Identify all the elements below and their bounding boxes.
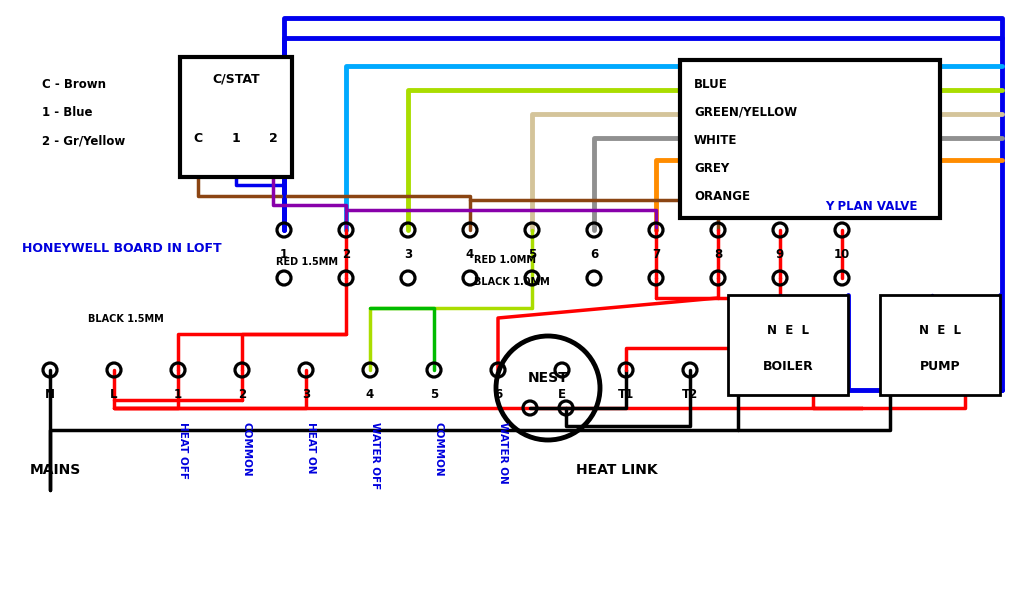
Text: BLACK 1.5MM: BLACK 1.5MM [89,314,164,324]
Text: N  E  L: N E L [767,323,809,337]
Text: WATER OFF: WATER OFF [370,422,380,489]
Text: GREY: GREY [694,162,730,174]
Text: 5: 5 [528,248,536,260]
Text: RED 1.5MM: RED 1.5MM [276,257,338,267]
Text: NEST: NEST [528,371,569,385]
Text: PUMP: PUMP [920,361,960,373]
Text: GREEN/YELLOW: GREEN/YELLOW [694,106,797,118]
Text: 6: 6 [590,248,598,260]
Text: 2: 2 [269,132,277,145]
Text: E: E [558,388,566,400]
Text: 7: 7 [652,248,660,260]
Text: 9: 9 [775,248,785,260]
Text: L: L [110,388,118,400]
Bar [880,295,1000,395]
Text: T1: T1 [618,388,634,400]
Text: 4: 4 [366,388,374,400]
Text: WATER ON: WATER ON [498,422,508,484]
Text: 1 - Blue: 1 - Blue [42,106,93,120]
Text: 1: 1 [231,132,240,145]
Text: 2: 2 [238,388,246,400]
Text: 4: 4 [466,248,474,260]
Text: HEAT ON: HEAT ON [306,422,316,474]
Text: WHITE: WHITE [694,133,738,147]
Text: ORANGE: ORANGE [694,189,750,203]
Text: BLACK 1.0MM: BLACK 1.0MM [474,277,549,287]
Text: 8: 8 [714,248,722,260]
Text: 3: 3 [302,388,310,400]
Text: 3: 3 [404,248,412,260]
Text: HEAT LINK: HEAT LINK [576,463,657,477]
Text: HEAT OFF: HEAT OFF [178,422,187,479]
Text: BLUE: BLUE [694,78,728,91]
Text: BOILER: BOILER [762,361,813,373]
Text: C: C [194,132,203,145]
Text: C/STAT: C/STAT [212,73,260,85]
Text: Y PLAN VALVE: Y PLAN VALVE [825,201,917,213]
Text: 10: 10 [834,248,850,260]
Bar [728,295,848,395]
Text: 1: 1 [280,248,288,260]
Text: 1: 1 [174,388,182,400]
Text: COMMON: COMMON [242,422,252,477]
Text: 6: 6 [494,388,502,400]
Bar [680,60,940,218]
Text: MAINS: MAINS [30,463,82,477]
Text: N  E  L: N E L [919,323,961,337]
Text: 5: 5 [430,388,438,400]
Text: COMMON: COMMON [434,422,444,477]
Bar [180,57,292,177]
Text: 2 - Gr/Yellow: 2 - Gr/Yellow [42,135,125,147]
Text: C - Brown: C - Brown [42,79,106,91]
Text: T2: T2 [682,388,698,400]
Text: 2: 2 [342,248,351,260]
Text: N: N [45,388,55,400]
Text: RED 1.0MM: RED 1.0MM [474,255,536,265]
Text: HONEYWELL BOARD IN LOFT: HONEYWELL BOARD IN LOFT [22,242,221,254]
